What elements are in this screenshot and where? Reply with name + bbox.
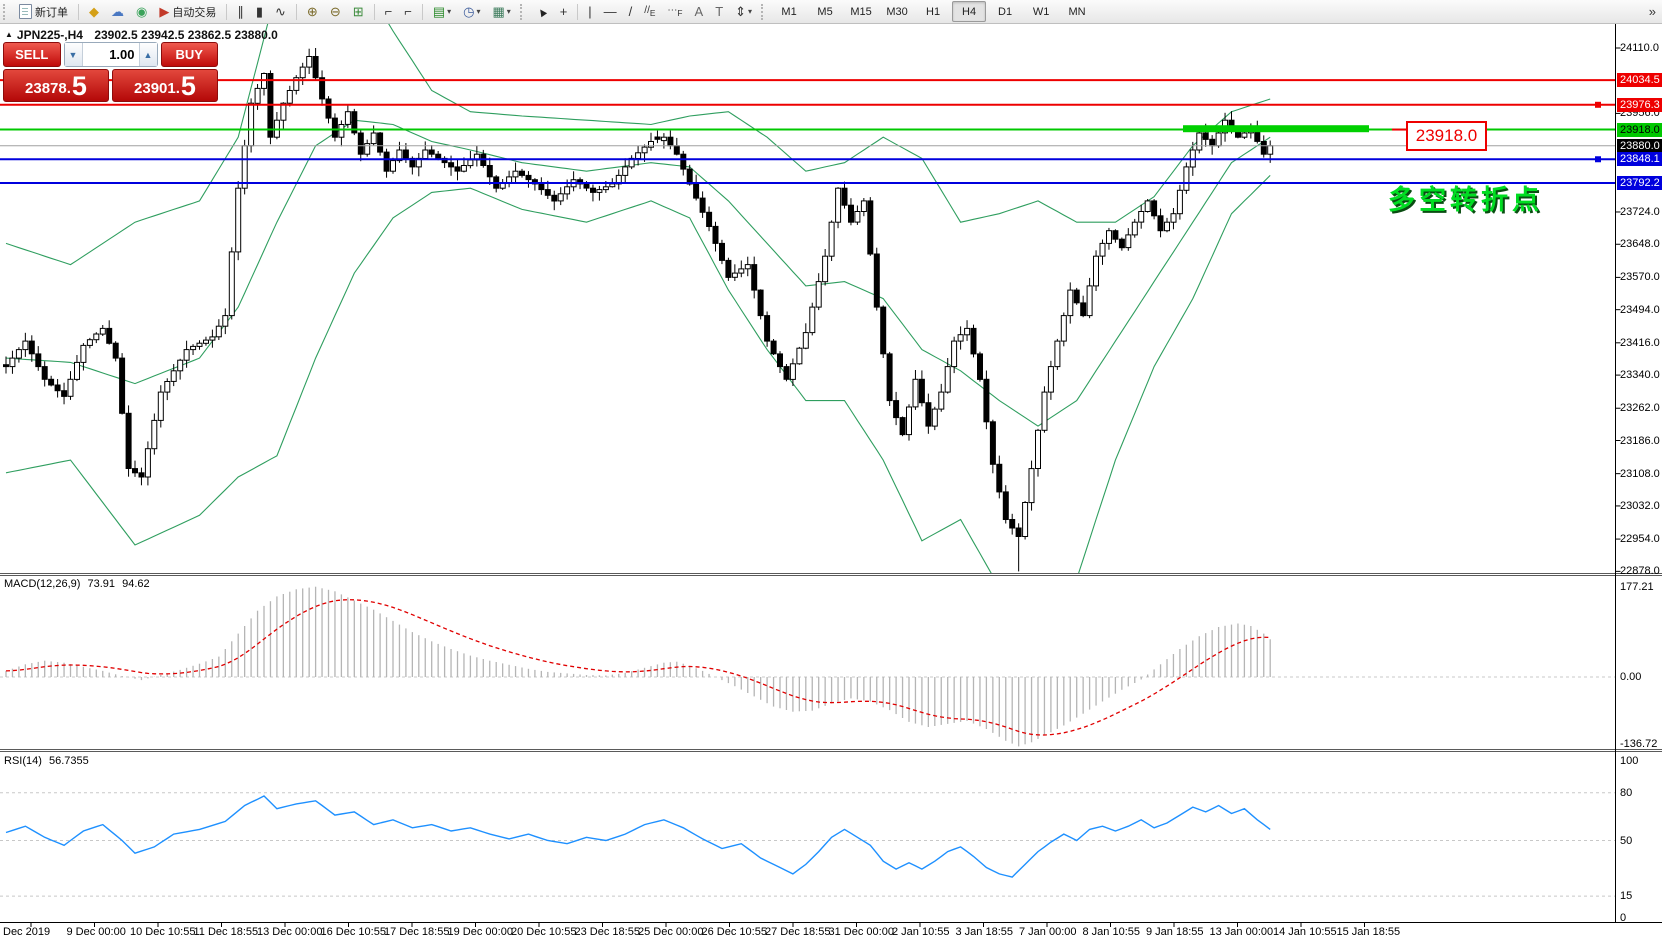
timeframe-h4[interactable]: H4 xyxy=(952,1,987,22)
candlestick-icon: ▮ xyxy=(255,4,263,19)
fibonacci-tool-button[interactable]: ⋯F xyxy=(662,1,687,22)
crosshair-icon: + xyxy=(559,4,568,19)
dock-button[interactable]: ⌐ xyxy=(399,1,417,22)
timeframe-m30[interactable]: M30 xyxy=(886,5,908,18)
timeframe-h1[interactable]: H1 xyxy=(926,5,941,18)
label-tool-button[interactable]: T xyxy=(710,1,728,22)
toolbar-grip[interactable] xyxy=(519,3,527,20)
sell-price-button[interactable]: 23878. 5 xyxy=(3,69,109,102)
bar-chart-icon: ∥ xyxy=(237,4,244,19)
chevron-down-icon: ▾ xyxy=(506,7,511,16)
hammer-icon: ◆ xyxy=(89,4,99,19)
toolbar: 新订单 ◆ ☁ ◉ ▶ 自动交易 ∥ ▮ ∿ ⊕ ⊖ ⊞ ⌐ ⌐ ▤ ▾ ◷ ▾ ▦… xyxy=(0,0,1662,24)
timeframe-group: M1 M5 M15 M30 H1 H4 D1 W1 MN xyxy=(771,1,1095,22)
trendline-tool-button[interactable]: / xyxy=(624,1,638,22)
one-click-trading-panel: SELL ▼ ▲ BUY 23878.5 23901.5 xyxy=(3,42,218,102)
crosshair-tool-button[interactable]: + xyxy=(555,1,573,22)
metaeditor-button[interactable]: ◆ xyxy=(84,1,104,22)
horizontal-line-icon: — xyxy=(603,4,617,19)
tile-windows-icon: ⊞ xyxy=(352,4,364,19)
buy-price-main: 23901. xyxy=(134,80,180,97)
line-chart-button[interactable]: ∿ xyxy=(270,1,291,22)
candlestick-chart-button[interactable]: ▮ xyxy=(251,1,268,22)
cloud-icon: ☁ xyxy=(111,4,124,19)
vline-tool-button[interactable]: | xyxy=(583,1,596,22)
periods-button[interactable]: ◷ ▾ xyxy=(458,1,485,22)
template-icon: ▦ xyxy=(492,4,505,19)
buy-button[interactable]: BUY xyxy=(160,42,218,67)
zoom-out-icon: ⊖ xyxy=(329,4,341,19)
signal-icon: ◉ xyxy=(136,4,148,19)
arrange-button[interactable]: ⌐ xyxy=(380,1,398,22)
dock-icon: ⌐ xyxy=(404,4,412,19)
symbol-timeframe-label: JPN225-,H4 xyxy=(16,28,83,42)
vertical-line-icon: | xyxy=(588,4,592,19)
new-order-icon xyxy=(19,4,32,19)
label-icon: T xyxy=(715,4,724,19)
text-icon: A xyxy=(694,4,704,19)
toolbar-grip[interactable] xyxy=(3,3,10,20)
signals-button[interactable]: ◉ xyxy=(131,1,152,22)
bar-chart-button[interactable]: ∥ xyxy=(232,1,249,22)
new-chart-icon: ▤ xyxy=(432,4,446,19)
new-order-button[interactable]: 新订单 xyxy=(14,1,73,22)
zoom-out-button[interactable]: ⊖ xyxy=(325,1,346,22)
zoom-in-button[interactable]: ⊕ xyxy=(302,1,323,22)
chevron-down-icon: ▾ xyxy=(748,7,753,16)
hline-tool-button[interactable]: — xyxy=(599,1,622,22)
sell-price-main: 23878. xyxy=(25,80,71,97)
text-tool-button[interactable]: A xyxy=(690,1,709,22)
new-order-label: 新订单 xyxy=(35,6,68,19)
trendline-icon: / xyxy=(628,4,633,19)
timeframe-d1[interactable]: D1 xyxy=(998,5,1013,18)
buy-price-button[interactable]: 23901. 5 xyxy=(112,69,218,102)
new-chart-button[interactable]: ▤ ▾ xyxy=(428,1,456,22)
zoom-in-icon: ⊕ xyxy=(306,4,318,19)
arrange-icon: ⌐ xyxy=(384,4,393,19)
clock-icon: ◷ xyxy=(463,4,475,19)
timeframe-m5[interactable]: M5 xyxy=(817,5,833,18)
sell-button[interactable]: SELL xyxy=(3,42,61,67)
tile-windows-button[interactable]: ⊞ xyxy=(348,1,369,22)
toolbar-more-icon: » xyxy=(1648,4,1656,19)
cursor-tool-button[interactable]: ▲ xyxy=(531,1,553,22)
volume-input[interactable] xyxy=(82,46,139,63)
line-chart-icon: ∿ xyxy=(275,4,286,19)
volume-decrease-button[interactable]: ▼ xyxy=(64,43,83,66)
timeframe-m1[interactable]: M1 xyxy=(781,5,797,18)
timeframe-mn[interactable]: MN xyxy=(1068,5,1086,18)
templates-button[interactable]: ▦ ▾ xyxy=(487,1,515,22)
chart-title: ▲ JPN225-,H4 23902.5 23942.5 23862.5 2388… xyxy=(5,28,278,42)
volume-increase-button[interactable]: ▲ xyxy=(138,43,157,66)
chevron-down-icon: ▾ xyxy=(476,7,481,16)
autotrading-icon: ▶ xyxy=(159,4,170,19)
channel-tool-button[interactable]: //E xyxy=(639,1,660,22)
autotrading-button[interactable]: ▶ 自动交易 xyxy=(154,1,221,22)
sell-price-pip: 5 xyxy=(71,71,87,101)
timeframe-m15[interactable]: M15 xyxy=(850,5,872,18)
timeframe-w1[interactable]: W1 xyxy=(1032,5,1050,18)
buy-price-pip: 5 xyxy=(180,71,196,101)
arrows-tool-button[interactable]: ⇕ ▾ xyxy=(730,1,757,22)
arrows-icon: ⇕ xyxy=(735,4,747,19)
community-button[interactable]: ☁ xyxy=(106,1,129,22)
channel-icon: //E xyxy=(644,4,656,18)
toolbar-grip[interactable] xyxy=(761,3,768,20)
symbol-marker-icon: ▲ xyxy=(5,30,13,39)
volume-field: ▼ ▲ xyxy=(63,42,158,67)
chevron-down-icon: ▾ xyxy=(447,7,452,16)
ohlc-values: 23902.5 23942.5 23862.5 23880.0 xyxy=(94,28,278,42)
toolbar-more-button[interactable]: » xyxy=(1644,1,1661,22)
cursor-icon: ▲ xyxy=(532,2,551,21)
fibonacci-icon: ⋯F xyxy=(667,4,683,18)
autotrading-label: 自动交易 xyxy=(172,6,217,19)
